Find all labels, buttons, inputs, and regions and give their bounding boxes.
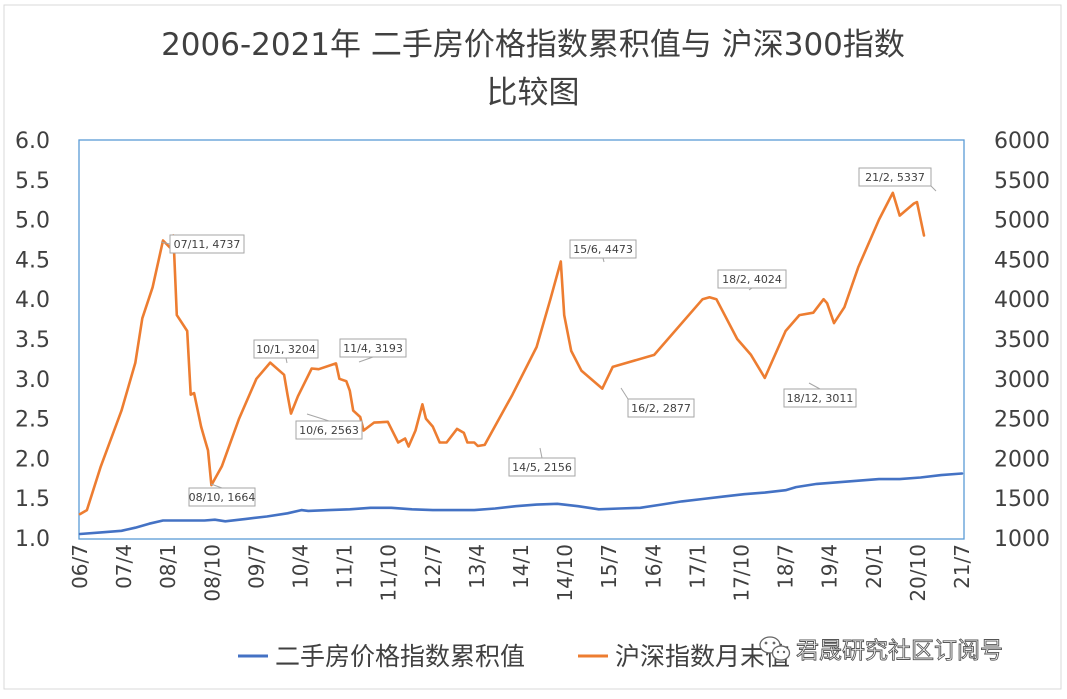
- annotation-box: [253, 339, 319, 359]
- x-tick-label: 08/1: [156, 544, 180, 589]
- left-tick-label: 2.0: [15, 447, 50, 472]
- annotation-label: 15/6, 4473: [573, 243, 633, 256]
- chart-title-line1: 2006-2021年 二手房价格指数累积值与 沪深300指数: [161, 27, 905, 63]
- annotation-leader: [285, 357, 288, 364]
- annotation-box: [339, 338, 407, 358]
- plot-area: [78, 139, 965, 540]
- annotation-box: [858, 167, 932, 187]
- x-tick-label: 20/1: [862, 544, 886, 589]
- annotation-leader: [210, 483, 223, 489]
- annotation-leader: [602, 257, 605, 263]
- x-tick-label: 11/10: [377, 544, 401, 602]
- right-tick-label: 6000: [994, 129, 1050, 154]
- x-tick-label: 06/7: [68, 544, 92, 589]
- left-tick-label: 1.5: [15, 487, 50, 512]
- x-tick-label: 14/10: [553, 544, 577, 602]
- right-tick-label: 1500: [994, 487, 1050, 512]
- chart-frame: [3, 4, 1062, 690]
- x-tick-label: 20/10: [906, 544, 930, 602]
- right-tick-label: 4500: [994, 248, 1050, 273]
- annotation-box: [508, 457, 576, 477]
- left-tick-label: 1.0: [15, 527, 50, 552]
- annotation-label: 18/2, 4024: [722, 273, 782, 286]
- annotation-label: 07/11, 4737: [174, 238, 241, 251]
- x-tick-label: 17/1: [685, 544, 709, 589]
- x-tick-label: 15/7: [597, 544, 621, 589]
- left-tick-label: 4.0: [15, 288, 50, 313]
- right-axis-ticks: 1000 1500 2000 2500 3000 3500 4000 4500 5000 5500…: [994, 129, 1050, 552]
- annotation-label: 08/10, 1664: [189, 491, 256, 504]
- right-tick-label: 1000: [994, 527, 1050, 552]
- x-tick-label: 10/4: [289, 544, 313, 589]
- left-tick-label: 3.0: [15, 368, 50, 393]
- x-tick-label: 08/10: [200, 544, 224, 602]
- left-tick-label: 4.5: [15, 248, 50, 273]
- chart-title-line2: 比较图: [487, 75, 580, 111]
- x-tick-label: 17/10: [730, 544, 754, 602]
- annotation-leader: [620, 387, 629, 400]
- left-tick-label: 5.0: [15, 209, 50, 234]
- left-tick-label: 6.0: [15, 129, 50, 154]
- annotation-box: [188, 487, 256, 507]
- x-tick-label: 16/4: [641, 544, 665, 589]
- annotation-label: 11/4, 3193: [343, 342, 403, 355]
- annotation-box: [717, 269, 787, 289]
- x-tick-label: 12/7: [421, 544, 445, 589]
- right-tick-label: 2000: [994, 447, 1050, 472]
- series-line-hs300-index: [78, 191, 926, 516]
- right-tick-label: 3000: [994, 368, 1050, 393]
- x-tick-label: 07/4: [112, 544, 136, 589]
- x-axis-ticks: 06/7 07/4 08/1 08/10 09/7 10/4 11/1 11/10 12/7 13…: [68, 544, 974, 602]
- annotation-leader: [808, 382, 821, 390]
- annotation-label: 21/2, 5337: [865, 171, 925, 184]
- annotation-label: 10/6, 2563: [299, 424, 359, 437]
- annotation-leader: [358, 356, 374, 363]
- right-tick-label: 5500: [994, 169, 1050, 194]
- annotation-label: 14/5, 2156: [512, 461, 572, 474]
- wechat-icon: [759, 636, 791, 661]
- annotation-label: 16/2, 2877: [631, 402, 691, 415]
- left-tick-label: 3.5: [15, 328, 50, 353]
- annotation-leader: [160, 241, 171, 245]
- annotation-label: 18/12, 3011: [787, 392, 854, 405]
- right-tick-label: 2500: [994, 408, 1050, 433]
- x-tick-label: 19/4: [818, 544, 842, 589]
- annotation-box: [783, 388, 857, 408]
- annotation-box: [169, 234, 245, 254]
- watermark-text: 君晟研究社区订阅号: [796, 638, 1003, 664]
- right-tick-label: 3500: [994, 328, 1050, 353]
- annotation-box: [627, 398, 695, 418]
- series-layer: [78, 191, 964, 536]
- x-tick-label: 11/1: [333, 544, 357, 589]
- x-tick-label: 21/7: [950, 544, 974, 589]
- right-tick-label: 4000: [994, 288, 1050, 313]
- left-axis-ticks: 1.0 1.5 2.0 2.5 3.0 3.5 4.0 4.5 5.0 5.5 6.0: [15, 129, 50, 552]
- annotation-box: [295, 420, 363, 440]
- x-tick-label: 09/7: [244, 544, 268, 589]
- annotation-leader: [306, 413, 330, 422]
- x-tick-label: 13/4: [465, 544, 489, 589]
- annotation-leader: [930, 185, 937, 192]
- left-tick-label: 5.5: [15, 169, 50, 194]
- x-tick-label: 14/1: [509, 544, 533, 589]
- annotation-label: 10/1, 3204: [256, 343, 316, 356]
- x-tick-label: 18/7: [774, 544, 798, 589]
- right-tick-label: 5000: [994, 209, 1050, 234]
- watermark: 君晟研究社区订阅号: [759, 636, 1003, 664]
- annotation-layer: 07/11, 4737 08/10, 1664 10/1, 3204 10/6, 25…: [160, 167, 937, 507]
- left-tick-label: 2.5: [15, 408, 50, 433]
- legend-label-housing: 二手房价格指数累积值: [275, 642, 525, 671]
- annotation-box: [569, 239, 637, 259]
- series-line-housing-index: [78, 472, 964, 536]
- annotation-leader: [539, 447, 543, 459]
- legend: 二手房价格指数累积值 沪深指数月末值: [238, 642, 790, 671]
